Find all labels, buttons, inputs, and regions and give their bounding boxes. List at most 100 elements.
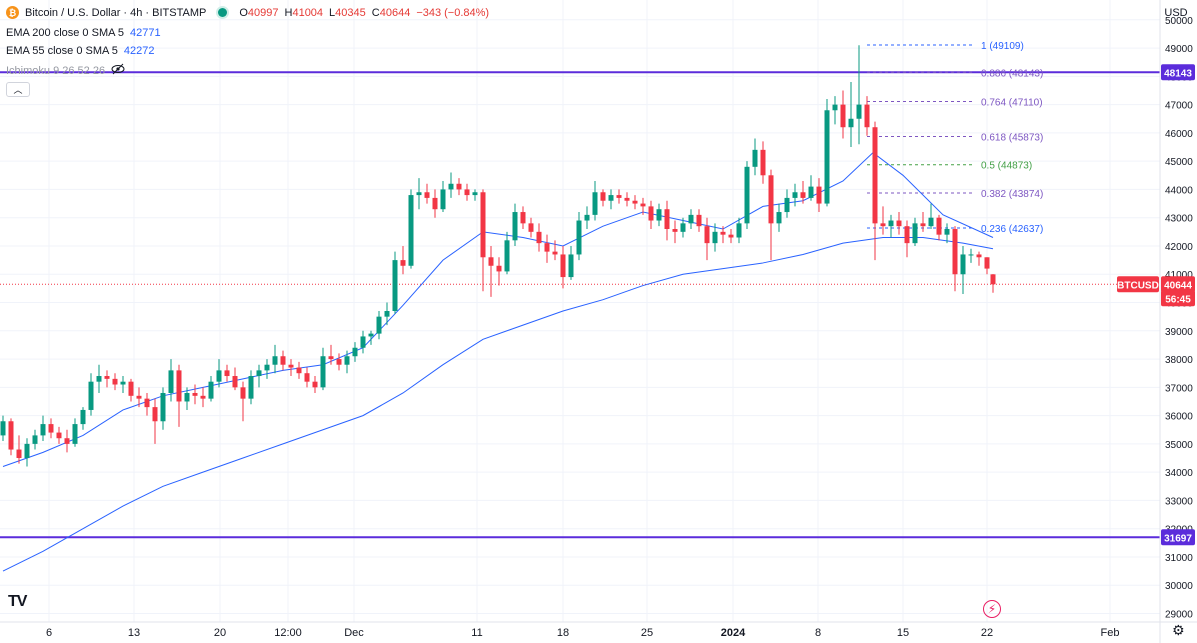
market-open-dot-icon [218, 8, 228, 17]
candle [400, 245, 406, 275]
candle-body [440, 189, 446, 210]
candle-body [328, 356, 334, 360]
hline-price-tag-bg [1161, 529, 1195, 546]
candle [72, 418, 78, 447]
candle [472, 189, 478, 201]
candle [8, 418, 14, 456]
candle-body [488, 257, 494, 266]
candle [368, 330, 374, 345]
candle-body [120, 381, 126, 385]
candle [376, 311, 382, 340]
candle-body [296, 367, 302, 374]
candle-body [568, 254, 574, 278]
candle-body [144, 398, 150, 408]
candle-body [512, 212, 518, 241]
y-tick-label: 34000 [1165, 468, 1193, 479]
collapse-legend-button[interactable]: ︿ [6, 82, 30, 97]
candle-body [760, 149, 766, 176]
y-tick-label: 31000 [1165, 553, 1193, 564]
x-tick-label: Dec [344, 627, 364, 639]
indicator-label: EMA 55 close 0 SMA 5 [6, 45, 118, 57]
candle [184, 387, 190, 410]
candle-body [856, 104, 862, 119]
candle [744, 161, 750, 230]
candle-body [616, 195, 622, 198]
candle [880, 206, 886, 235]
candle [304, 367, 310, 388]
candle-body [912, 223, 918, 244]
candle-body [990, 274, 996, 285]
candle [216, 359, 222, 388]
tradingview-logo[interactable]: TV [8, 593, 27, 610]
candle [952, 226, 958, 292]
candle [624, 192, 630, 207]
candle [384, 302, 390, 326]
candle-body [304, 373, 310, 382]
candle [424, 183, 430, 204]
candle-body [272, 356, 278, 365]
eye-off-icon[interactable] [111, 63, 125, 78]
candle-body [576, 220, 582, 255]
candle-body [8, 421, 14, 450]
candle [544, 234, 550, 263]
candle [408, 189, 414, 269]
candle [280, 350, 286, 371]
y-tick-label: 46000 [1165, 129, 1193, 140]
fib-level-label: 0.886 (48143) [981, 68, 1043, 79]
candle [816, 178, 822, 213]
candle [480, 189, 486, 292]
ohlc-change: −343 (−0.84%) [416, 6, 490, 19]
candle-body [80, 409, 86, 425]
candle-body [744, 166, 750, 224]
candle [712, 223, 718, 252]
x-tick-label: 18 [557, 627, 569, 639]
candle-body [152, 407, 158, 422]
lightning-icon[interactable]: ⚡ [983, 600, 1001, 618]
candle-body [136, 395, 142, 399]
y-tick-label: 37000 [1165, 383, 1193, 394]
candle-body [416, 192, 422, 196]
candle-body [968, 254, 974, 256]
candle-body [704, 226, 710, 244]
candle [728, 229, 734, 244]
candle [504, 231, 510, 275]
symbol-price-tag: BTCUSD [1117, 280, 1159, 291]
candle-body [712, 231, 718, 244]
candle [784, 189, 790, 218]
candle-body [800, 192, 806, 198]
candle-body [784, 197, 790, 213]
indicator-ichimoku[interactable]: Ichimoku 9 26 52 26 [6, 63, 125, 78]
candle-body [264, 364, 270, 371]
y-tick-label: 35000 [1165, 440, 1193, 451]
hline-price-tag: 31697 [1164, 533, 1192, 544]
candle [576, 212, 582, 261]
indicator-ema55[interactable]: EMA 55 close 0 SMA 5 42272 [6, 45, 154, 57]
candle [344, 350, 350, 374]
candle-body [816, 186, 822, 204]
gear-icon[interactable]: ⚙ [1172, 622, 1185, 638]
candle [200, 387, 206, 408]
candle-body [88, 381, 94, 410]
symbol-header[interactable]: ₿ Bitcoin / U.S. Dollar · 4h · BITSTAMP … [6, 6, 489, 19]
candle [760, 141, 766, 184]
candle-body [480, 192, 486, 258]
candle-body [904, 226, 910, 244]
candle-body [192, 392, 198, 396]
y-tick-label: 49000 [1165, 44, 1193, 55]
candle-body [864, 104, 870, 128]
candle-body [544, 243, 550, 252]
currency-selector[interactable]: USD [1164, 7, 1188, 19]
candle [48, 418, 54, 439]
candle-body [216, 370, 222, 382]
indicator-ema200[interactable]: EMA 200 close 0 SMA 5 42771 [6, 27, 161, 39]
candle-body [528, 223, 534, 232]
candle [808, 175, 814, 201]
candle-body [536, 231, 542, 244]
candle [568, 245, 574, 280]
candle [264, 359, 270, 379]
candle [104, 370, 110, 388]
candle [600, 189, 606, 207]
indicator-value: 42272 [123, 45, 155, 57]
candle [672, 220, 678, 244]
